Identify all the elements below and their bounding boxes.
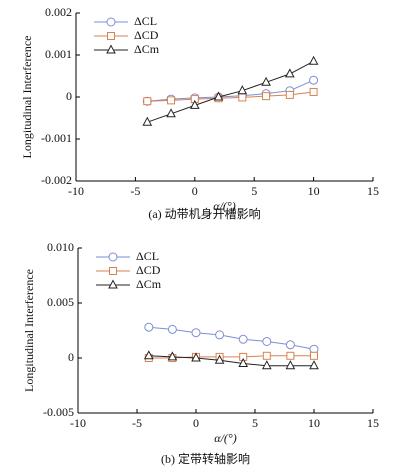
- marker: [261, 360, 272, 370]
- x-tick-label: 0: [192, 184, 198, 198]
- x-axis-label: α/(°): [214, 431, 236, 445]
- marker: [310, 351, 318, 360]
- legend-marker: [108, 279, 118, 289]
- marker: [286, 351, 295, 360]
- y-tick-label: 0.010: [47, 240, 74, 254]
- marker: [142, 116, 153, 126]
- marker: [309, 75, 319, 85]
- x-tick-label: -5: [130, 184, 140, 198]
- marker: [237, 85, 248, 95]
- series-line: [147, 60, 314, 123]
- x-axis-label: α/(°): [213, 199, 235, 213]
- marker: [189, 99, 200, 109]
- marker: [215, 330, 225, 340]
- y-tick-label: -0.005: [43, 405, 74, 419]
- marker: [262, 92, 271, 101]
- legend-marker: [106, 44, 116, 54]
- legend-marker: [108, 252, 118, 262]
- marker: [214, 354, 225, 364]
- marker: [261, 76, 271, 86]
- x-tick-label: -5: [132, 416, 142, 430]
- marker: [191, 352, 201, 362]
- marker: [213, 91, 224, 101]
- marker: [166, 108, 176, 118]
- marker: [144, 322, 154, 332]
- y-tick-label: 0.001: [45, 47, 72, 61]
- y-tick-label: 0.002: [45, 5, 72, 19]
- marker: [143, 97, 152, 106]
- marker: [308, 55, 319, 65]
- x-tick-label: 15: [367, 416, 379, 430]
- y-tick-label: 0: [68, 350, 74, 364]
- x-tick-label: -10: [68, 184, 84, 198]
- legend-label: ΔCL: [134, 14, 157, 28]
- marker: [285, 340, 295, 350]
- x-tick-label: 0: [193, 416, 199, 430]
- marker: [262, 337, 272, 346]
- legend-marker: [106, 17, 116, 27]
- y-tick-label: 0.005: [47, 295, 74, 309]
- y-axis-label: Longitudinal Interference: [20, 36, 34, 159]
- marker: [167, 324, 177, 334]
- marker: [309, 87, 318, 96]
- x-tick-label: 10: [308, 416, 320, 430]
- y-axis-label: Longitudinal Interference: [22, 269, 36, 392]
- marker: [238, 357, 249, 367]
- marker: [285, 68, 295, 78]
- y-tick-label: 0: [66, 89, 72, 103]
- marker: [309, 360, 319, 370]
- legend-label: ΔCm: [136, 277, 162, 291]
- x-tick-label: 15: [367, 184, 379, 198]
- marker: [262, 351, 271, 360]
- legend-marker: [109, 267, 117, 275]
- marker: [167, 351, 178, 361]
- y-tick-label: -0.002: [41, 173, 72, 187]
- marker: [167, 96, 176, 105]
- legend-label: ΔCL: [136, 249, 159, 263]
- caption: (b) 定带转轴影响: [161, 451, 250, 466]
- series-line: [148, 355, 314, 367]
- y-tick-label: -0.001: [41, 131, 72, 145]
- legend-label: ΔCm: [134, 42, 160, 56]
- legend-label: ΔCD: [136, 263, 161, 277]
- caption: (a) 动带机身开槽影响: [148, 206, 260, 221]
- marker: [143, 350, 154, 360]
- x-tick-label: 5: [252, 416, 258, 430]
- x-tick-label: -10: [70, 416, 86, 430]
- marker: [285, 360, 296, 370]
- marker: [238, 93, 247, 102]
- marker: [238, 334, 248, 344]
- legend-marker: [107, 32, 115, 40]
- legend-label: ΔCD: [134, 28, 159, 42]
- marker: [285, 90, 294, 99]
- x-tick-label: 10: [308, 184, 320, 198]
- marker: [191, 328, 201, 338]
- x-tick-label: 5: [251, 184, 257, 198]
